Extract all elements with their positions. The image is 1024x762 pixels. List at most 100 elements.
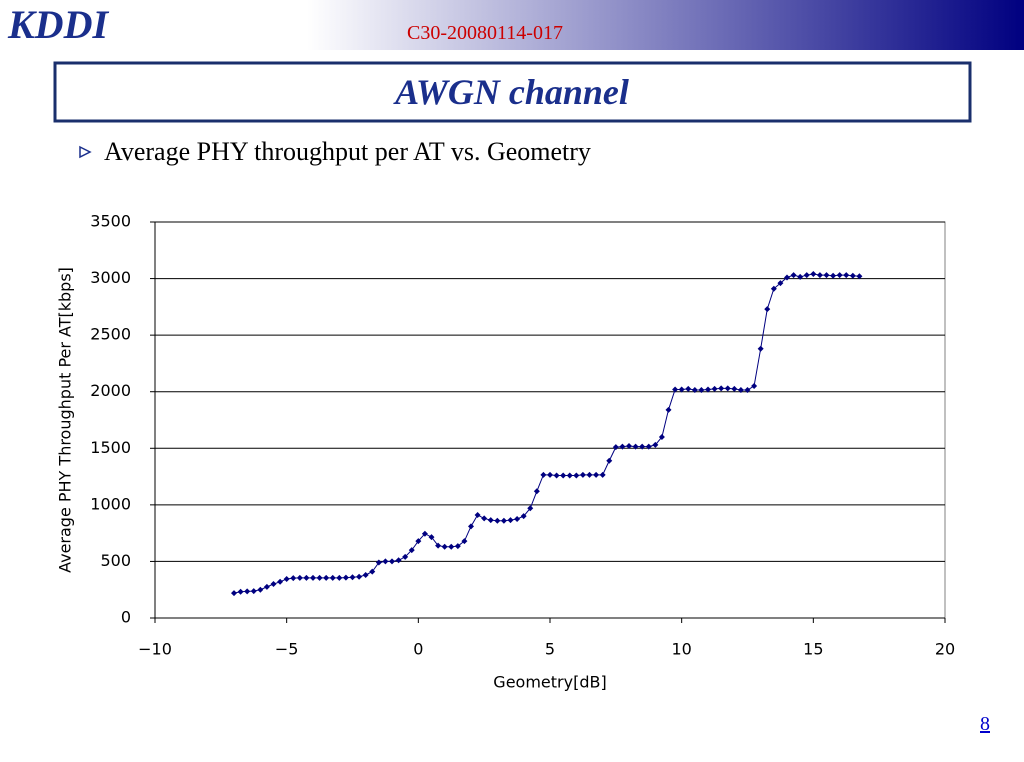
y-tick-label: 1500 — [90, 438, 131, 457]
x-tick-label: 5 — [545, 640, 555, 659]
data-point — [849, 272, 856, 279]
data-point — [336, 574, 343, 581]
x-tick-label: 0 — [413, 640, 423, 659]
y-tick-label: 2500 — [90, 325, 131, 344]
y-axis-label: Average PHY Throughput Per AT[kbps] — [56, 267, 75, 573]
data-point — [237, 588, 244, 595]
data-point — [553, 472, 560, 479]
data-point — [652, 441, 659, 448]
data-point — [705, 386, 711, 393]
data-point — [691, 387, 698, 394]
data-point — [487, 517, 494, 524]
data-point — [711, 385, 718, 392]
data-point — [231, 590, 237, 597]
y-tick-label: 1000 — [90, 494, 131, 513]
data-point — [724, 385, 731, 392]
data-point — [290, 575, 297, 582]
data-point — [494, 517, 501, 524]
data-point — [560, 472, 567, 479]
data-point — [770, 285, 777, 292]
data-point — [606, 457, 613, 464]
data-point — [454, 543, 461, 550]
data-point — [533, 488, 540, 495]
x-tick-label: 15 — [803, 640, 823, 659]
x-tick-label: −10 — [138, 640, 172, 659]
data-point — [731, 385, 738, 392]
data-point — [316, 574, 323, 581]
data-point — [777, 280, 784, 287]
data-point — [507, 517, 514, 524]
data-point — [277, 578, 284, 585]
data-point — [586, 471, 593, 478]
data-point — [474, 512, 481, 519]
data-point — [441, 543, 448, 550]
data-point — [803, 272, 810, 279]
y-tick-label: 3500 — [90, 212, 131, 231]
data-point — [626, 443, 632, 450]
y-tick-label: 2000 — [90, 381, 131, 400]
data-point — [428, 534, 435, 541]
data-point — [797, 273, 804, 280]
data-point — [349, 574, 356, 581]
y-tick-label: 3000 — [90, 268, 131, 287]
data-point — [830, 272, 837, 279]
header-band — [0, 0, 1024, 50]
data-point — [744, 387, 751, 394]
data-point — [323, 574, 330, 581]
data-point — [270, 581, 277, 588]
data-point — [547, 471, 553, 478]
data-point — [369, 568, 376, 575]
data-point — [612, 444, 619, 451]
chart: 0 500 1000 1500 2000 2500 3000 3500 −10 −5 0 5 10 15 2… — [56, 212, 956, 692]
data-point — [856, 273, 863, 280]
data-point — [619, 443, 626, 450]
data-point — [751, 383, 758, 390]
data-point — [658, 433, 665, 440]
data-point — [764, 306, 771, 313]
data-point — [757, 345, 764, 352]
data-point — [468, 523, 474, 530]
data-point — [784, 274, 790, 281]
data-point — [356, 573, 363, 580]
data-point — [810, 271, 817, 278]
data-point — [389, 558, 395, 565]
page-number: 8 — [980, 713, 990, 735]
x-tick-label: 20 — [935, 640, 955, 659]
bullet-icon — [79, 145, 92, 159]
doc-id: C30-20080114-017 — [407, 22, 563, 44]
data-point — [283, 575, 290, 582]
data-point — [718, 385, 725, 392]
data-point — [303, 574, 310, 581]
data-point — [573, 472, 580, 479]
data-point — [579, 471, 586, 478]
title-box — [53, 61, 972, 123]
data-point — [250, 588, 257, 595]
data-point — [843, 272, 850, 279]
data-point — [448, 543, 455, 550]
data-point — [639, 443, 646, 450]
x-tick-label: 10 — [671, 640, 691, 659]
x-tick-label: −5 — [275, 640, 299, 659]
data-point — [402, 553, 409, 560]
data-point — [481, 515, 488, 522]
data-point — [461, 538, 468, 545]
data-point — [678, 386, 685, 393]
data-point — [244, 588, 251, 595]
data-point — [415, 538, 422, 545]
data-point — [672, 386, 679, 393]
data-point — [421, 530, 428, 537]
data-point — [500, 517, 507, 524]
data-point — [593, 471, 600, 478]
data-point — [566, 472, 573, 479]
data-point — [362, 572, 369, 579]
data-point — [665, 406, 672, 413]
data-point — [816, 272, 823, 279]
data-point — [408, 547, 415, 554]
data-point — [540, 471, 547, 478]
data-point — [395, 557, 402, 564]
data-point — [310, 574, 316, 581]
data-point — [527, 505, 534, 512]
logo: KDDI — [7, 2, 109, 47]
